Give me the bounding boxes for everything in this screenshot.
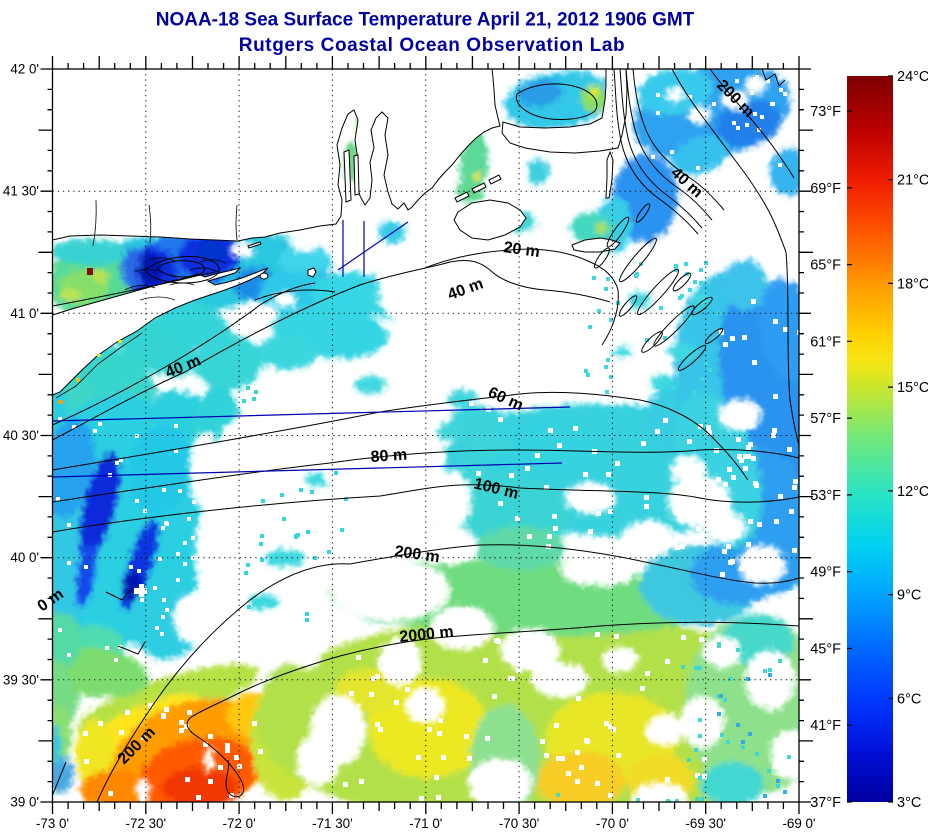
svg-text:53°F: 53°F <box>810 488 841 504</box>
svg-text:24°C: 24°C <box>897 69 928 85</box>
svg-text:69°F: 69°F <box>810 181 841 197</box>
svg-text:41 0': 41 0' <box>10 306 39 321</box>
svg-text:18°C: 18°C <box>897 276 928 292</box>
svg-text:-69 30': -69 30' <box>685 816 726 831</box>
svg-text:15°C: 15°C <box>897 380 928 396</box>
svg-text:-70 0': -70 0' <box>596 816 629 831</box>
svg-text:Rutgers Coastal Ocean Observat: Rutgers Coastal Ocean Observation Lab <box>239 35 625 56</box>
svg-text:61°F: 61°F <box>810 334 841 350</box>
svg-text:-71 0': -71 0' <box>409 816 442 831</box>
svg-text:20 m: 20 m <box>502 239 540 261</box>
svg-text:21°C: 21°C <box>897 173 928 189</box>
svg-text:80 m: 80 m <box>370 446 408 466</box>
svg-text:39 30': 39 30' <box>3 672 39 687</box>
svg-text:3°C: 3°C <box>897 795 921 811</box>
svg-text:49°F: 49°F <box>810 565 841 581</box>
svg-text:65°F: 65°F <box>810 258 841 274</box>
svg-text:39 0': 39 0' <box>10 795 39 810</box>
svg-text:-70 30': -70 30' <box>499 816 540 831</box>
svg-text:42 0': 42 0' <box>10 62 39 77</box>
svg-text:-69 0': -69 0' <box>782 816 815 831</box>
svg-text:73°F: 73°F <box>810 104 841 120</box>
svg-text:57°F: 57°F <box>810 411 841 427</box>
svg-text:40 30': 40 30' <box>3 428 39 443</box>
svg-text:45°F: 45°F <box>810 642 841 658</box>
svg-text:41 30': 41 30' <box>3 184 39 199</box>
svg-text:-71 30': -71 30' <box>312 816 353 831</box>
svg-text:NOAA-18 Sea Surface Temperatur: NOAA-18 Sea Surface Temperature April 21… <box>156 10 695 31</box>
svg-text:-73 0': -73 0' <box>36 816 69 831</box>
svg-text:6°C: 6°C <box>897 691 921 707</box>
svg-text:40 0': 40 0' <box>10 550 39 565</box>
svg-text:-72 30': -72 30' <box>126 816 167 831</box>
svg-text:200 m: 200 m <box>393 543 440 566</box>
svg-text:12°C: 12°C <box>897 484 928 500</box>
svg-text:2000 m: 2000 m <box>399 623 455 646</box>
svg-text:-72 0': -72 0' <box>223 816 256 831</box>
svg-text:9°C: 9°C <box>897 588 921 604</box>
svg-text:41°F: 41°F <box>810 718 841 734</box>
svg-text:37°F: 37°F <box>810 795 841 811</box>
